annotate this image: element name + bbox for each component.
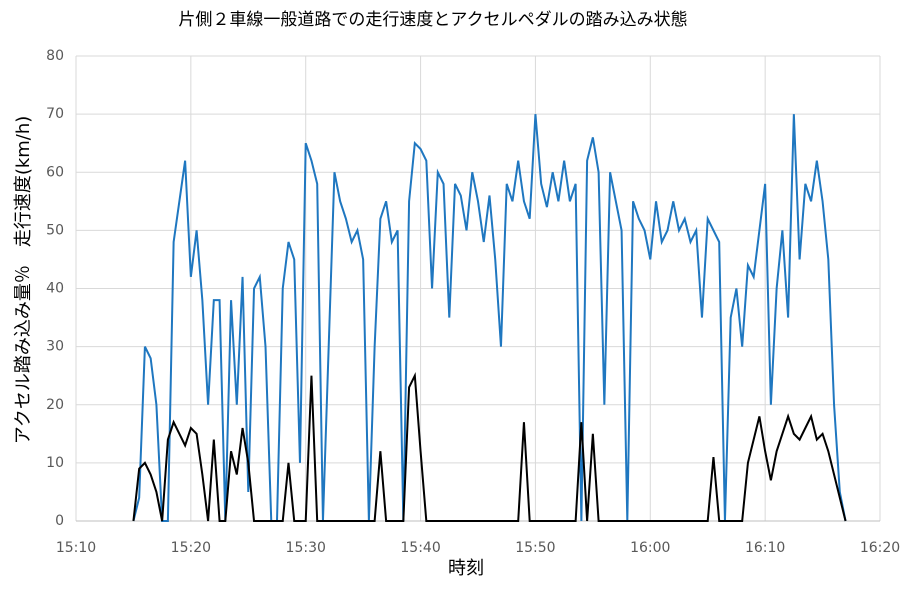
y-tick-label: 70 <box>46 106 64 122</box>
y-tick-label: 30 <box>46 339 64 355</box>
x-tick-label: 16:00 <box>630 540 670 556</box>
x-tick-label: 15:40 <box>400 540 440 556</box>
y-tick-label: 40 <box>46 281 64 297</box>
y-tick-label: 10 <box>46 455 64 471</box>
series-line <box>132 114 847 522</box>
x-axis-label: 時刻 <box>448 558 484 579</box>
x-tick-label: 15:10 <box>56 540 96 556</box>
x-tick-label: 15:50 <box>515 540 555 556</box>
y-tick-label: 20 <box>46 397 64 413</box>
y-tick-label: 50 <box>46 222 64 238</box>
chart-title: 片側２車線一般道路での走行速度とアクセルペダルの踏み込み状態 <box>178 10 687 30</box>
x-tick-label: 16:10 <box>745 540 785 556</box>
y-tick-label: 0 <box>55 513 64 529</box>
y-axis-label: アクセル踏み込み量％ 走行速度(km/h) <box>13 116 34 445</box>
y-tick-label: 80 <box>46 48 64 64</box>
y-tick-label: 60 <box>46 164 64 180</box>
x-tick-label: 15:30 <box>286 540 326 556</box>
x-tick-label: 16:20 <box>860 540 900 556</box>
series-line <box>132 371 847 522</box>
x-tick-label: 15:20 <box>171 540 211 556</box>
